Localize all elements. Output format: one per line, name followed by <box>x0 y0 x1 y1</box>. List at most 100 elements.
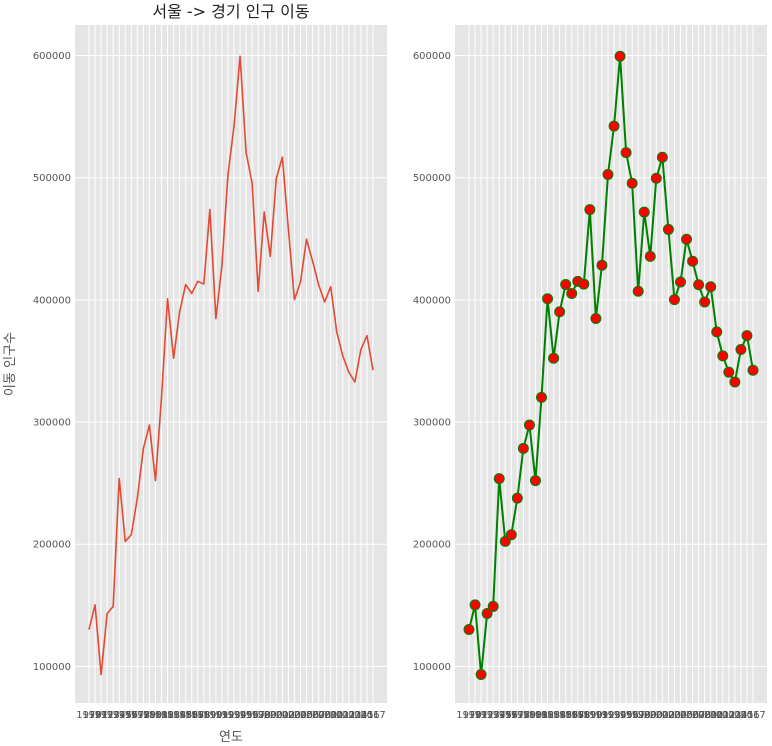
x-tick-label: 1971 <box>462 710 487 721</box>
x-tick-label: 1995 <box>607 710 632 721</box>
x-tick-label: 2000 <box>258 710 283 721</box>
x-tick-label: 1974 <box>100 710 125 721</box>
x-tick-label: 1996 <box>613 710 638 721</box>
x-tick-label: 1978 <box>125 710 150 721</box>
x-tick-label: 1981 <box>523 710 548 721</box>
x-tick-label: 1973 <box>474 710 499 721</box>
x-tick-label: 2008 <box>306 710 331 721</box>
data-point <box>644 250 656 262</box>
x-tick-label: 1976 <box>113 710 138 721</box>
data-point <box>735 344 747 356</box>
series-line <box>88 55 374 676</box>
x-tick-label: 1972 <box>468 710 493 721</box>
data-point <box>705 281 717 293</box>
y-tick-label: 600000 <box>33 51 71 62</box>
y-tick-label: 300000 <box>413 418 451 429</box>
x-tick-label: 2016 <box>354 710 379 721</box>
data-point <box>650 172 662 184</box>
x-tick-label: 1973 <box>94 710 119 721</box>
x-tick-label: 1985 <box>547 710 572 721</box>
x-tick-label: 2005 <box>288 710 313 721</box>
x-tick-label: 1993 <box>595 710 620 721</box>
x-tick-label: 2008 <box>686 710 711 721</box>
x-tick-label: 1997 <box>619 710 644 721</box>
x-tick-label: 1980 <box>137 710 162 721</box>
x-tick-label: 1986 <box>553 710 578 721</box>
data-point <box>548 352 560 364</box>
x-tick-label: 2013 <box>336 710 361 721</box>
x-tick-label: 1999 <box>252 710 277 721</box>
data-point <box>656 151 668 163</box>
left-plot-background <box>75 25 387 703</box>
left-chart: 100000 200000 300000 400000 500000 600000 197… <box>3 2 387 745</box>
data-point <box>536 391 548 403</box>
data-point <box>505 529 517 541</box>
data-point <box>475 668 487 680</box>
y-tick-label: 400000 <box>413 295 451 306</box>
x-tick-label: 2007 <box>680 710 705 721</box>
x-tick-label: 2010 <box>698 710 723 721</box>
data-point <box>620 147 632 159</box>
x-tick-label: 1970 <box>456 710 481 721</box>
left-y-tick-labels: 100000 200000 300000 400000 500000 600000 <box>33 51 71 673</box>
data-point <box>632 285 644 297</box>
y-tick-label: 500000 <box>413 173 451 184</box>
y-tick-label: 200000 <box>413 540 451 551</box>
chart-title: 서울 -> 경기 인구 이동 <box>152 2 309 21</box>
data-point <box>747 364 759 376</box>
data-point <box>602 169 614 181</box>
x-tick-label: 1993 <box>215 710 240 721</box>
x-tick-label: 1971 <box>82 710 107 721</box>
x-tick-label: 1989 <box>571 710 596 721</box>
x-tick-label: 1975 <box>486 710 511 721</box>
x-tick-label: 1997 <box>239 710 264 721</box>
x-tick-label: 1991 <box>583 710 608 721</box>
x-tick-label: 1988 <box>185 710 210 721</box>
x-tick-label: 2014 <box>342 710 367 721</box>
data-point <box>681 233 693 245</box>
x-tick-label: 1990 <box>197 710 222 721</box>
x-tick-label: 2016 <box>734 710 759 721</box>
x-tick-label: 2014 <box>722 710 747 721</box>
data-point <box>469 599 481 611</box>
x-tick-label: 2009 <box>692 710 717 721</box>
data-point <box>560 279 572 291</box>
data-point <box>723 366 735 378</box>
x-tick-label: 2010 <box>318 710 343 721</box>
data-point <box>523 419 535 431</box>
data-point <box>578 278 590 290</box>
x-tick-label: 2002 <box>650 710 675 721</box>
x-tick-label: 1982 <box>149 710 174 721</box>
data-point <box>687 255 699 267</box>
x-tick-label: 1992 <box>209 710 234 721</box>
x-tick-label: 1999 <box>632 710 657 721</box>
x-tick-label: 2012 <box>710 710 735 721</box>
x-tick-label: 1974 <box>480 710 505 721</box>
data-point <box>674 276 686 288</box>
right-gridlines <box>455 25 767 703</box>
x-tick-label: 2011 <box>324 710 349 721</box>
y-axis-title: 이동 인구수 <box>3 332 18 396</box>
data-point <box>554 306 566 318</box>
x-tick-label: 1978 <box>505 710 530 721</box>
x-tick-label: 2012 <box>330 710 355 721</box>
x-tick-label: 1985 <box>167 710 192 721</box>
data-point <box>511 492 523 504</box>
data-point <box>626 177 638 189</box>
left-series <box>88 55 374 676</box>
x-tick-label: 1984 <box>161 710 186 721</box>
y-tick-label: 100000 <box>33 662 71 673</box>
x-tick-label: 1976 <box>493 710 518 721</box>
data-point <box>614 50 626 62</box>
x-tick-label: 2017 <box>740 710 765 721</box>
data-point <box>711 326 723 338</box>
right-y-tick-labels: 100000 200000 300000 400000 500000 600000 <box>413 51 451 673</box>
x-tick-label: 1996 <box>233 710 258 721</box>
x-tick-label: 1998 <box>245 710 270 721</box>
x-tick-label: 1994 <box>221 710 246 721</box>
data-point <box>493 473 505 485</box>
x-tick-label: 1983 <box>155 710 180 721</box>
x-tick-label: 2002 <box>270 710 295 721</box>
x-tick-label: 1992 <box>589 710 614 721</box>
data-point <box>729 376 741 388</box>
